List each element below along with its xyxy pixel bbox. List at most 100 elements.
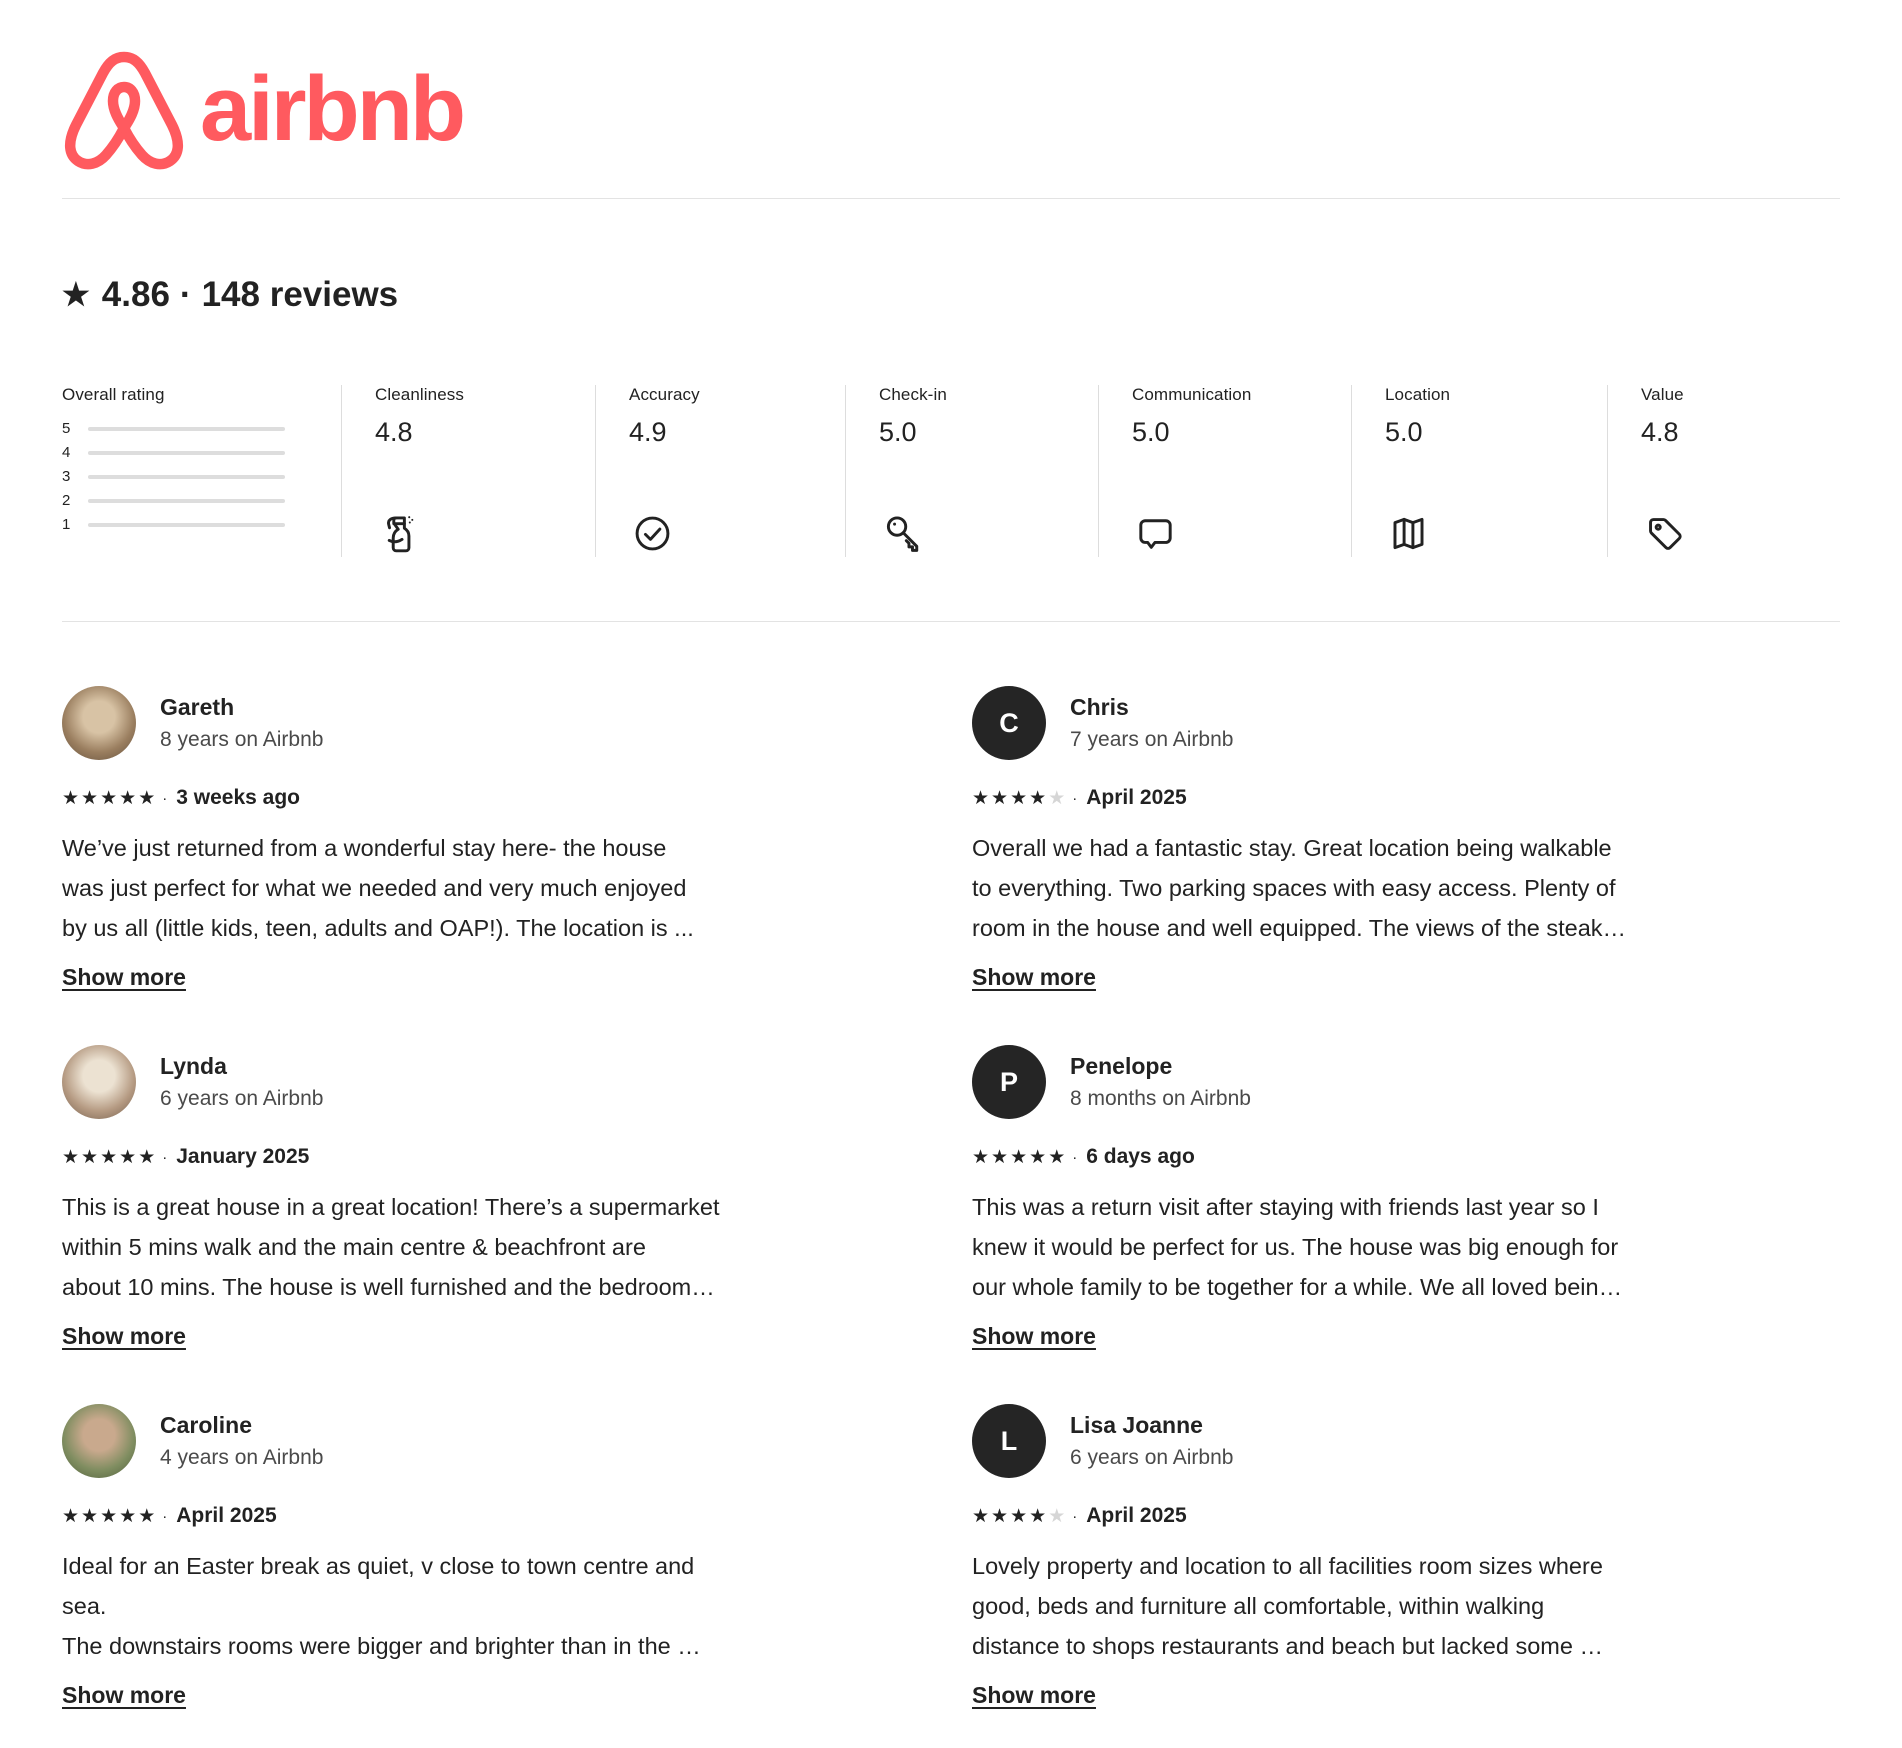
avatar-photo[interactable]: [62, 1045, 136, 1119]
overall-rating-value: 4.86: [101, 275, 170, 314]
rating-category-column: Value 4.8: [1607, 385, 1841, 557]
histogram-row: 4: [62, 444, 321, 461]
review-card: C Chris 7 years on Airbnb ★★★★★ · April …: [972, 686, 1704, 991]
review-text: Lovely property and location to all faci…: [972, 1553, 1603, 1659]
histogram-star-level: 4: [62, 444, 71, 461]
review-text: Overall we had a fantastic stay. Great l…: [972, 835, 1627, 941]
rating-category-value: 5.0: [1132, 417, 1170, 447]
rating-category-column: Check-in 5.0: [845, 385, 1098, 557]
review-meta: ★★★★★ · January 2025: [62, 1145, 794, 1169]
show-more-link[interactable]: Show more: [62, 1682, 186, 1708]
rating-category-label: Location: [1385, 385, 1451, 404]
airbnb-belo-icon: [65, 51, 183, 170]
star-rating-icons: ★★★★★: [62, 787, 158, 809]
reviewer-name: Chris: [1070, 694, 1129, 720]
reviewer-tenure: 8 years on Airbnb: [160, 728, 324, 751]
reviews-count: 148 reviews: [201, 275, 399, 314]
histogram-bar-track: [88, 450, 285, 455]
histogram-star-level: 3: [62, 468, 71, 485]
histogram-bar-track: [88, 498, 285, 503]
avatar-initial[interactable]: C: [972, 686, 1046, 760]
reviewer-name: Lisa Joanne: [1070, 1412, 1203, 1438]
show-more-link[interactable]: Show more: [972, 964, 1096, 990]
review-meta: ★★★★★ · 6 days ago: [972, 1145, 1704, 1169]
histogram-bar-track: [88, 426, 285, 431]
key-icon: [879, 507, 1078, 557]
review-meta: ★★★★★ · April 2025: [972, 1504, 1704, 1528]
review-date: April 2025: [176, 1504, 277, 1527]
separator-dot: ·: [162, 789, 168, 807]
review-text: This was a return visit after staying wi…: [972, 1194, 1623, 1300]
checkmark-circle-icon: [629, 507, 825, 557]
rating-category-value: 4.9: [629, 417, 667, 447]
rating-category-value: 5.0: [1385, 417, 1423, 447]
reviewer-tenure: 4 years on Airbnb: [160, 1446, 324, 1469]
separator-dot: ·: [162, 1148, 168, 1166]
section-divider: [62, 621, 1840, 622]
review-header: Lynda 6 years on Airbnb: [62, 1045, 794, 1119]
review-meta: ★★★★★ · April 2025: [62, 1504, 794, 1528]
review-date: January 2025: [176, 1145, 310, 1168]
histogram-row: 3: [62, 468, 321, 485]
review-header: Caroline 4 years on Airbnb: [62, 1404, 794, 1478]
rating-category-label: Accuracy: [629, 385, 700, 404]
rating-summary-heading: ★ 4.86 · 148 reviews: [62, 275, 1840, 315]
map-icon: [1385, 507, 1587, 557]
star-rating-icons: ★★★★★: [62, 1505, 158, 1527]
review-date: April 2025: [1086, 786, 1187, 809]
logo-header: airbnb: [62, 0, 1840, 199]
histogram-bar-track: [88, 522, 285, 527]
spray-bottle-icon: [375, 507, 575, 557]
rating-category-label: Value: [1641, 385, 1684, 404]
show-more-link[interactable]: Show more: [972, 1682, 1096, 1708]
rating-histogram: 5 4 3 2 1: [62, 420, 321, 533]
rating-category-value: 5.0: [879, 417, 917, 447]
histogram-star-level: 1: [62, 516, 71, 533]
ratings-breakdown: Overall rating 5 4 3 2 1 Cleanlin: [62, 385, 1840, 557]
separator-dot: ·: [1072, 789, 1078, 807]
star-rating-icons: ★★★★★: [62, 1146, 158, 1168]
rating-category-column: Location 5.0: [1351, 385, 1607, 557]
rating-category-column: Accuracy 4.9: [595, 385, 845, 557]
separator-dot: ·: [162, 1507, 168, 1525]
histogram-row: 2: [62, 492, 321, 509]
rating-category-column: Communication 5.0: [1098, 385, 1351, 557]
show-more-link[interactable]: Show more: [62, 1323, 186, 1349]
review-header: L Lisa Joanne 6 years on Airbnb: [972, 1404, 1704, 1478]
histogram-bar-track: [88, 474, 285, 479]
avatar-initial[interactable]: L: [972, 1404, 1046, 1478]
review-card: P Penelope 8 months on Airbnb ★★★★★ · 6 …: [972, 1045, 1704, 1350]
rating-category-value: 4.8: [375, 417, 413, 447]
airbnb-wordmark: airbnb: [200, 57, 466, 160]
review-text: Ideal for an Easter break as quiet, v cl…: [62, 1553, 701, 1659]
rating-category-label: Cleanliness: [375, 385, 464, 404]
avatar-initial[interactable]: P: [972, 1045, 1046, 1119]
review-meta: ★★★★★ · April 2025: [972, 786, 1704, 810]
separator-dot: ·: [179, 275, 192, 314]
avatar-photo[interactable]: [62, 1404, 136, 1478]
histogram-row: 1: [62, 516, 321, 533]
reviews-modal: airbnb ★ 4.86 · 148 reviews Overall rati…: [62, 0, 1840, 1709]
review-card: Lynda 6 years on Airbnb ★★★★★ · January …: [62, 1045, 794, 1350]
reviewer-name: Caroline: [160, 1412, 253, 1438]
reviewer-name: Gareth: [160, 694, 235, 720]
histogram-row: 5: [62, 420, 321, 437]
reviewer-tenure: 8 months on Airbnb: [1070, 1087, 1251, 1110]
review-header: P Penelope 8 months on Airbnb: [972, 1045, 1704, 1119]
review-card: L Lisa Joanne 6 years on Airbnb ★★★★★ · …: [972, 1404, 1704, 1709]
show-more-link[interactable]: Show more: [972, 1323, 1096, 1349]
reviewer-tenure: 7 years on Airbnb: [1070, 728, 1234, 751]
reviewer-name: Penelope: [1070, 1053, 1173, 1079]
reviewer-tenure: 6 years on Airbnb: [1070, 1446, 1234, 1469]
rating-category-label: Check-in: [879, 385, 947, 404]
avatar-photo[interactable]: [62, 686, 136, 760]
rating-category-column: Cleanliness 4.8: [341, 385, 595, 557]
reviewer-tenure: 6 years on Airbnb: [160, 1087, 324, 1110]
histogram-star-level: 5: [62, 420, 71, 437]
speech-bubble-icon: [1132, 507, 1331, 557]
star-rating-icons: ★★★★★: [972, 1505, 1068, 1527]
review-header: C Chris 7 years on Airbnb: [972, 686, 1704, 760]
review-meta: ★★★★★ · 3 weeks ago: [62, 786, 794, 810]
review-date: 6 days ago: [1086, 1145, 1195, 1168]
show-more-link[interactable]: Show more: [62, 964, 186, 990]
